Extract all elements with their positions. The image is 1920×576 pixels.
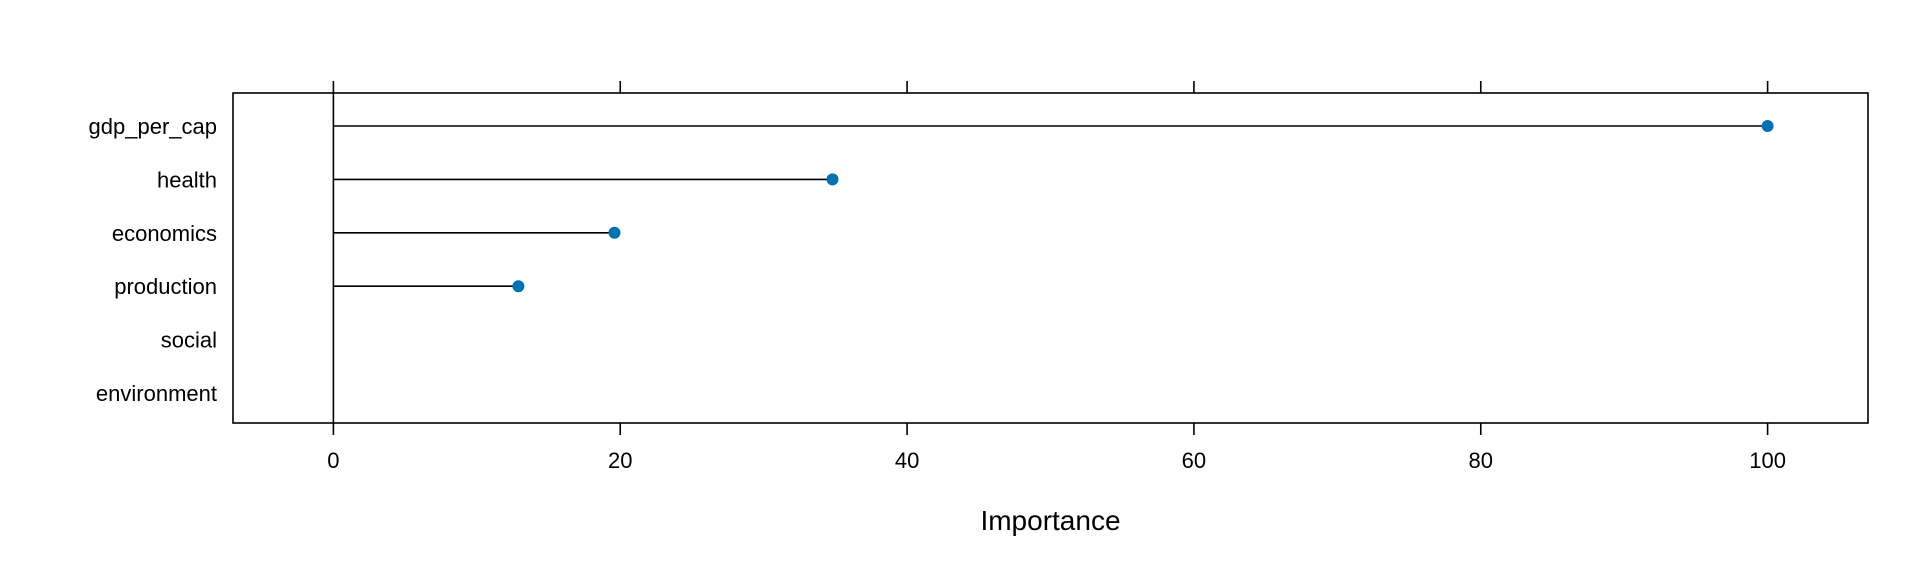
point-gdp_per_cap (1761, 120, 1774, 132)
x-axis-top (332, 81, 1769, 93)
x-tick-labels: 0 20 40 60 80 100 (327, 448, 1786, 473)
category-label-health: health (157, 167, 217, 192)
importance-points (512, 120, 1774, 293)
point-production (512, 280, 525, 293)
x-tick-label-80: 80 (1469, 448, 1493, 473)
x-axis-title: Importance (980, 505, 1120, 536)
plot-frame (232, 92, 1869, 424)
x-tick-label-20: 20 (608, 448, 632, 473)
x-tick-label-100: 100 (1749, 448, 1786, 473)
x-tick-label-0: 0 (327, 448, 339, 473)
x-axis-bottom (332, 423, 1769, 435)
category-label-environment: environment (96, 381, 217, 406)
category-label-production: production (114, 274, 217, 299)
category-label-economics: economics (112, 221, 217, 246)
x-tick-label-60: 60 (1182, 448, 1206, 473)
x-tick-label-40: 40 (895, 448, 919, 473)
point-health (826, 173, 839, 186)
category-label-social: social (161, 328, 217, 353)
category-label-gdp_per_cap: gdp_per_cap (89, 114, 217, 139)
point-economics (608, 226, 621, 239)
importance-stems (333, 125, 1768, 288)
